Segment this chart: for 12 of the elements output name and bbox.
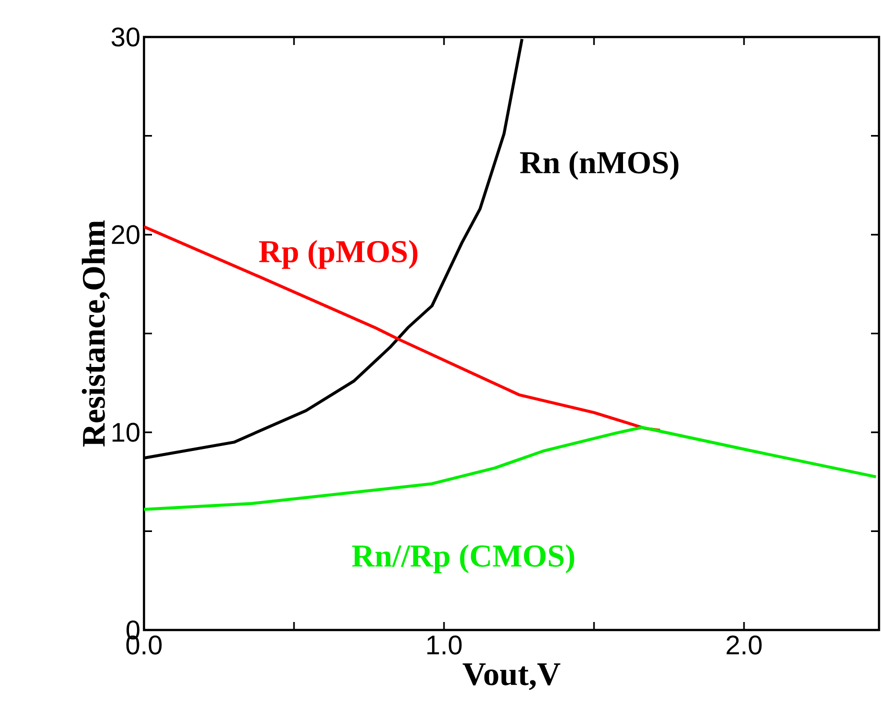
x-axis-title: Vout,V xyxy=(462,663,560,690)
y-axis-title: Resistance,Ohm xyxy=(82,220,110,447)
y-tick-label: 30 xyxy=(112,27,140,47)
x-tick-label: 2.0 xyxy=(726,636,762,655)
x-tick-label: 1.0 xyxy=(427,636,462,655)
y-tick-label: 20 xyxy=(112,225,140,244)
line-series xyxy=(144,225,662,432)
y-tick-label: 10 xyxy=(112,422,140,442)
series-label: Rn (nMOS) xyxy=(520,151,678,180)
series-label: Rp (pMOS) xyxy=(259,240,418,269)
series-label: Rn//Rp (CMOS) xyxy=(352,544,574,574)
line-series xyxy=(144,426,878,511)
